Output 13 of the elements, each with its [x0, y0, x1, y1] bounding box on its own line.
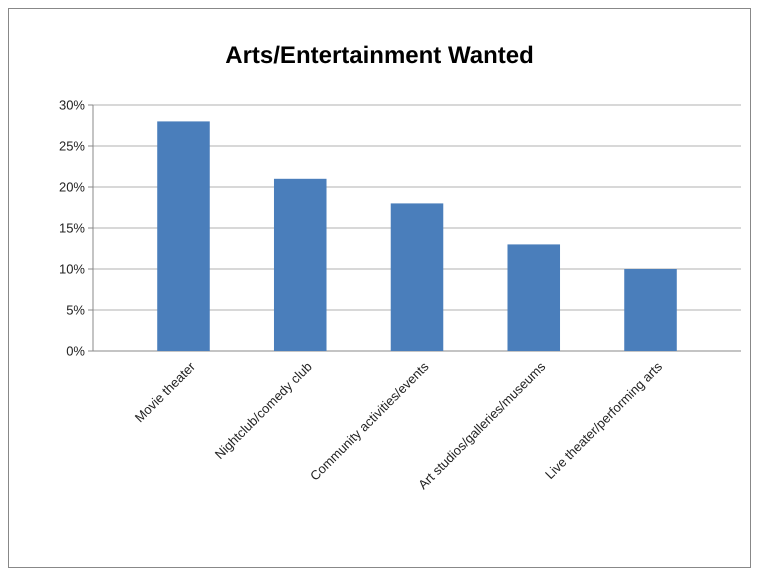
y-tick-label: 0% [66, 344, 86, 359]
chart-title: Arts/Entertainment Wanted [225, 42, 534, 69]
bar [624, 269, 677, 351]
bar [157, 121, 210, 351]
y-tick-label: 30% [58, 98, 86, 113]
y-tick-label: 15% [58, 220, 86, 236]
bar [274, 178, 327, 351]
y-tick-label: 20% [58, 180, 86, 195]
y-tick-label: 25% [58, 138, 86, 154]
bar [390, 203, 444, 351]
y-tick-label: 5% [66, 302, 86, 318]
bar [507, 244, 560, 351]
y-tick-label: 10% [58, 262, 86, 277]
